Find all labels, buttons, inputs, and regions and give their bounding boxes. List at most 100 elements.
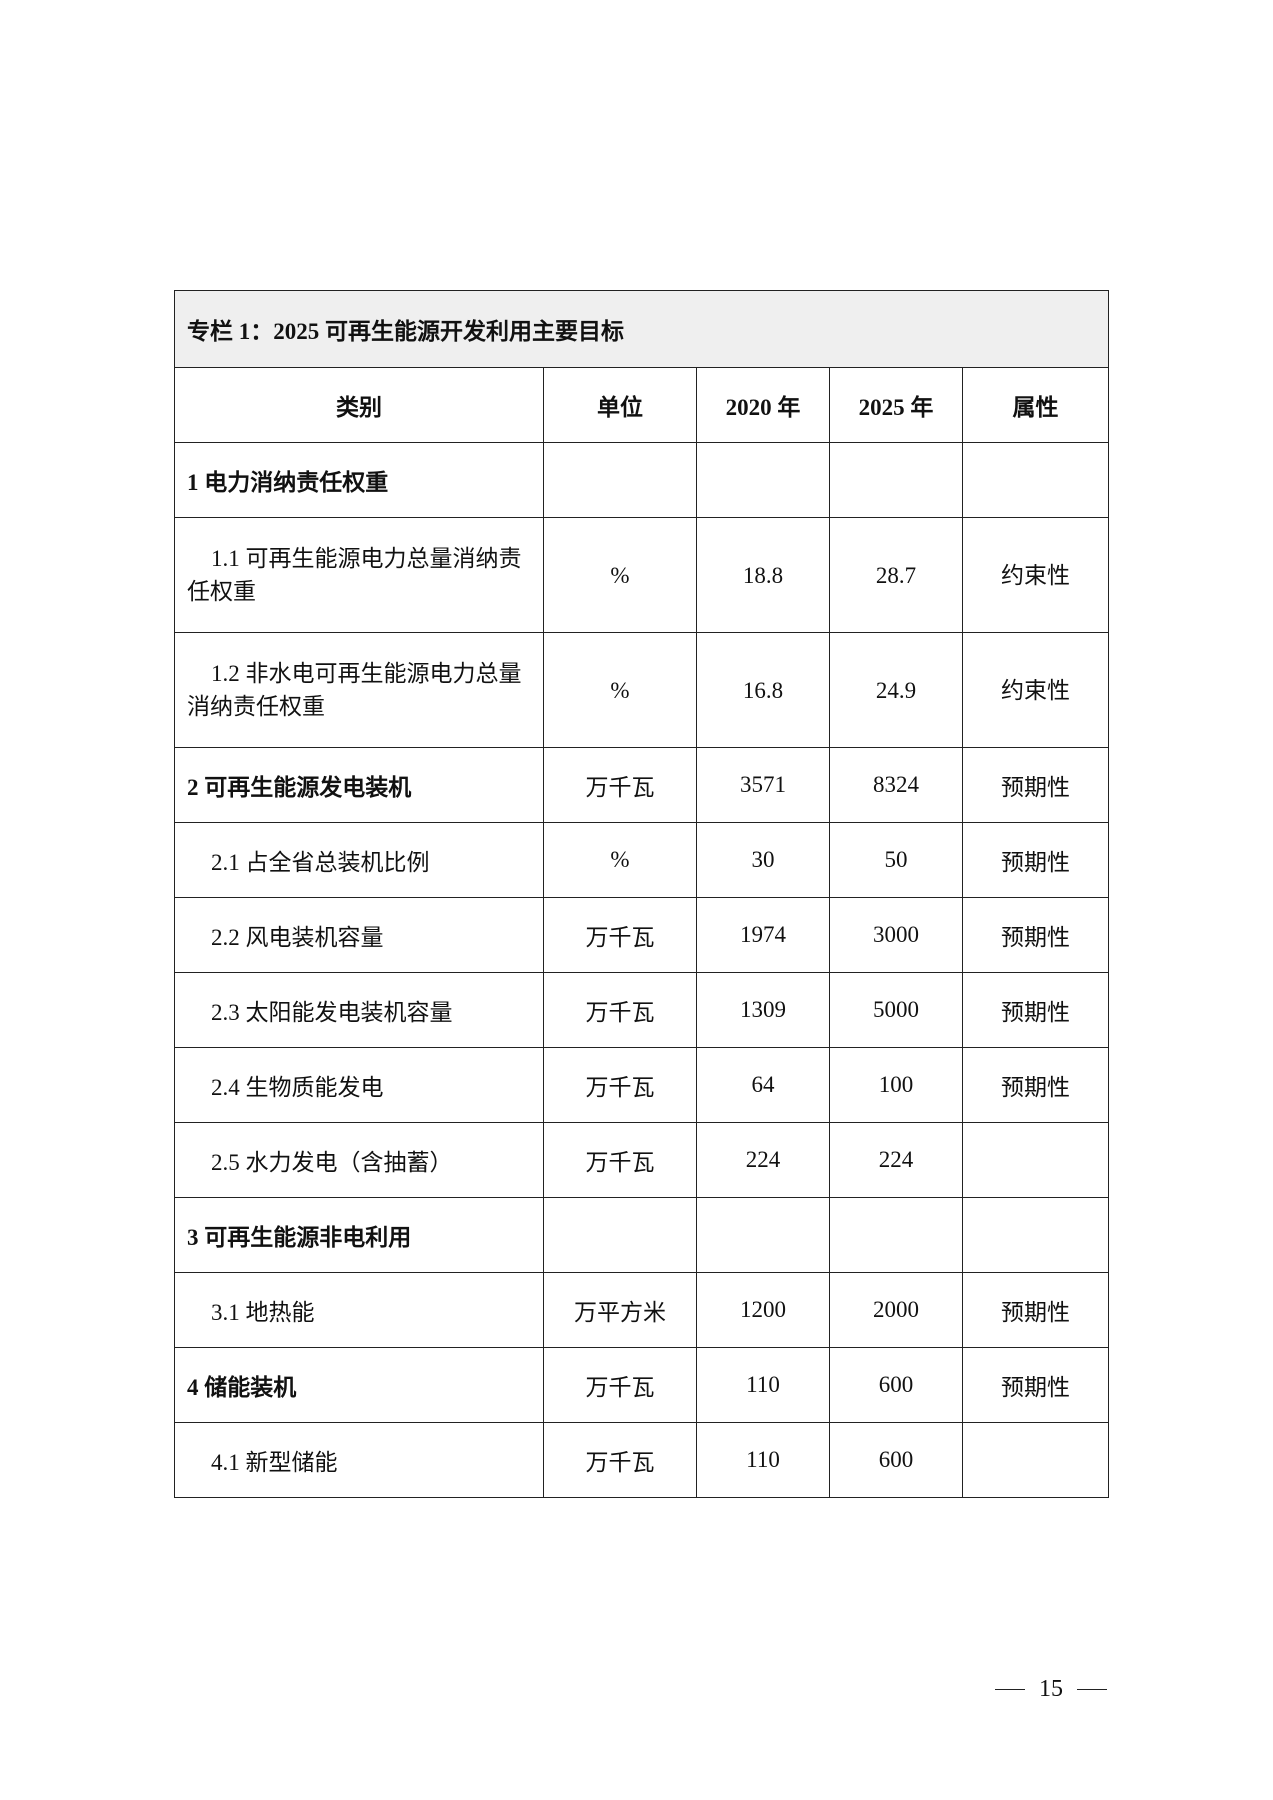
value-2025-cell: 600 [829,1422,963,1498]
unit-cell-text: % [610,847,630,872]
unit-cell-text: % [610,562,630,588]
value-2025-cell [829,442,963,518]
header-2025: 2025 年 [829,367,963,443]
attribute-cell-text: 预期性 [1001,850,1070,875]
table-row: 1 电力消纳责任权重 [174,442,1109,518]
attribute-cell-text: 约束性 [1001,562,1070,588]
category-cell-text: 1.2 非水电可再生能源电力总量消纳责任权重 [187,661,522,719]
table-row: 2.4 生物质能发电 万千瓦 64 100 预期性 [174,1047,1109,1123]
value-2020-cell-text: 110 [746,1447,780,1472]
unit-cell-text: % [610,677,630,703]
category-cell: 3 可再生能源非电利用 [174,1197,544,1273]
category-cell: 2.5 水力发电（含抽蓄） [174,1122,544,1198]
value-2020-cell-text: 30 [751,847,775,872]
unit-cell-text: 万千瓦 [585,925,655,950]
table-row: 2.3 太阳能发电装机容量 万千瓦 1309 5000 预期性 [174,972,1109,1048]
header-row: 类别 单位 2020 年 2025 年 属性 [174,367,1109,443]
attribute-cell: 预期性 [962,972,1109,1048]
value-2020-cell: 1200 [696,1272,830,1348]
unit-cell: 万千瓦 [543,1122,697,1198]
category-cell: 2.1 占全省总装机比例 [174,822,544,898]
value-2025-cell: 24.9 [829,632,963,748]
category-cell: 2.3 太阳能发电装机容量 [174,972,544,1048]
category-cell: 4.1 新型储能 [174,1422,544,1498]
category-cell-text: 2 可再生能源发电装机 [187,775,412,800]
unit-cell: 万千瓦 [543,1422,697,1498]
unit-cell: 万千瓦 [543,747,697,823]
category-cell: 1.1 可再生能源电力总量消纳责任权重 [174,517,544,633]
value-2020-cell: 110 [696,1422,830,1498]
unit-cell: 万千瓦 [543,972,697,1048]
category-cell-text: 2.4 生物质能发电 [211,1075,384,1100]
table-row: 2 可再生能源发电装机 万千瓦 3571 8324 预期性 [174,747,1109,823]
value-2020-cell: 110 [696,1347,830,1423]
value-2020-cell-text: 110 [746,1372,780,1397]
page-number: 15 [995,1676,1107,1703]
category-cell-text: 3.1 地热能 [211,1300,315,1325]
header-category: 类别 [174,367,544,443]
value-2020-cell: 1309 [696,972,830,1048]
value-2020-cell-text: 18.8 [742,562,784,588]
value-2020-cell [696,1197,830,1273]
attribute-cell-text: 预期性 [1001,1075,1070,1100]
attribute-cell: 约束性 [962,517,1109,633]
table-row: 1.2 非水电可再生能源电力总量消纳责任权重% 16.8 24.9 约束性 [174,632,1109,748]
unit-cell-text: 万千瓦 [585,1375,655,1400]
attribute-cell: 预期性 [962,1272,1109,1348]
table-row: 2.5 水力发电（含抽蓄） 万千瓦 224 224 [174,1122,1109,1198]
attribute-cell-text: 预期性 [1001,775,1070,800]
page-number-text: 15 [1039,1676,1063,1702]
value-2025-cell-text: 600 [878,1447,914,1472]
attribute-cell-text: 预期性 [1001,1375,1070,1400]
unit-cell: 万千瓦 [543,897,697,973]
category-cell-text: 1.1 可再生能源电力总量消纳责任权重 [187,546,522,604]
table-title: 专栏 1：2025 可再生能源开发利用主要目标 [174,290,1109,368]
table-row: 4.1 新型储能 万千瓦 110 600 [174,1422,1109,1498]
attribute-cell [962,1122,1109,1198]
value-2025-cell-text: 5000 [873,997,919,1022]
value-2025-cell-text: 28.7 [875,562,917,588]
unit-cell-text: 万千瓦 [585,775,655,800]
category-cell-text: 4 储能装机 [187,1375,297,1400]
value-2020-cell-text: 1309 [740,997,786,1022]
value-2020-cell-text: 3571 [740,772,786,797]
value-2020-cell-text: 16.8 [742,677,784,703]
table-row: 4 储能装机 万千瓦 110 600 预期性 [174,1347,1109,1423]
value-2020-cell: 3571 [696,747,830,823]
value-2025-cell-text: 50 [884,847,908,872]
unit-cell: % [543,517,697,633]
value-2025-cell-text: 100 [878,1072,914,1097]
category-cell-text: 1 电力消纳责任权重 [187,470,389,495]
category-cell-text: 3 可再生能源非电利用 [187,1225,412,1250]
category-cell-text: 4.1 新型储能 [211,1450,338,1475]
value-2020-cell-text: 1974 [740,922,786,947]
attribute-cell-text: 预期性 [1001,1000,1070,1025]
value-2025-cell: 28.7 [829,517,963,633]
attribute-cell [962,442,1109,518]
dash-right [1077,1688,1107,1691]
table-title-row: 专栏 1：2025 可再生能源开发利用主要目标 [174,290,1109,368]
value-2020-cell: 30 [696,822,830,898]
dash-left [995,1688,1025,1691]
attribute-cell: 预期性 [962,1347,1109,1423]
value-2020-cell: 18.8 [696,517,830,633]
value-2020-cell [696,442,830,518]
value-2025-cell [829,1197,963,1273]
unit-cell: 万千瓦 [543,1047,697,1123]
value-2025-cell: 8324 [829,747,963,823]
attribute-cell: 预期性 [962,897,1109,973]
attribute-cell: 预期性 [962,747,1109,823]
header-unit: 单位 [543,367,697,443]
category-cell: 1 电力消纳责任权重 [174,442,544,518]
attribute-cell-text: 约束性 [1001,677,1070,703]
targets-table: 专栏 1：2025 可再生能源开发利用主要目标 类别 单位 2020 年 202… [174,290,1109,1498]
value-2020-cell-text: 1200 [740,1297,786,1322]
unit-cell: 万千瓦 [543,1347,697,1423]
value-2025-cell: 5000 [829,972,963,1048]
category-cell: 1.2 非水电可再生能源电力总量消纳责任权重 [174,632,544,748]
value-2020-cell: 64 [696,1047,830,1123]
unit-cell-text: 万千瓦 [585,1450,655,1475]
attribute-cell-text: 预期性 [1001,1300,1070,1325]
category-cell-text: 2.2 风电装机容量 [211,925,384,950]
value-2020-cell: 1974 [696,897,830,973]
